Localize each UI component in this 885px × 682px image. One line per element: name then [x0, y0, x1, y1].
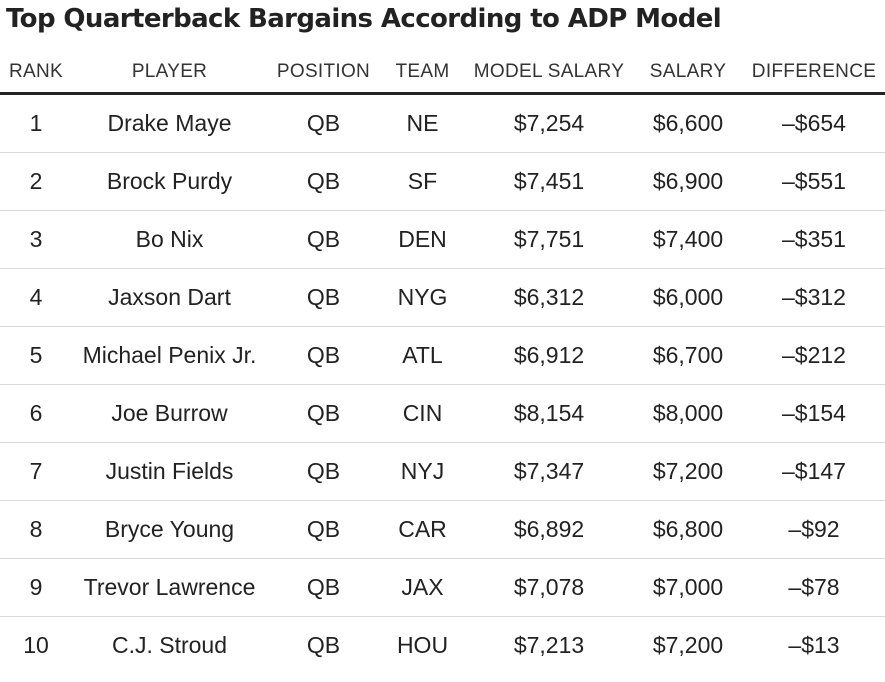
player-cell: Bo Nix	[72, 210, 267, 269]
column-header-team: TEAM	[380, 52, 465, 95]
table-row: 4 Jaxson Dart QB NYG $6,312 $6,000 –$312	[0, 268, 885, 327]
model-salary-cell: $7,451	[465, 152, 633, 211]
team-cell: CAR	[380, 500, 465, 559]
model-salary-cell: $8,154	[465, 384, 633, 443]
position-cell: QB	[267, 210, 380, 269]
team-cell: JAX	[380, 558, 465, 617]
salary-cell: $8,000	[633, 384, 743, 443]
rank-cell: 2	[0, 152, 72, 211]
rank-cell: 10	[23, 632, 49, 658]
salary-cell: $7,200	[633, 442, 743, 501]
table-row: 9 Trevor Lawrence QB JAX $7,078 $7,000 –$78	[0, 558, 885, 617]
team-cell: NE	[380, 93, 465, 153]
difference-cell: –$92	[743, 500, 885, 559]
salary-cell: $7,200	[652, 632, 724, 658]
table-row: 2 Brock Purdy QB SF $7,451 $6,900 –$551	[0, 152, 885, 211]
difference-cell: –$13	[788, 632, 840, 658]
player-cell: Jaxson Dart	[72, 268, 267, 327]
model-salary-cell: $7,751	[465, 210, 633, 269]
difference-cell: –$147	[743, 442, 885, 501]
chart-title: Top Quarterback Bargains According to AD…	[6, 4, 722, 34]
position-cell: QB	[267, 268, 380, 327]
player-cell: Drake Maye	[72, 93, 267, 153]
team-cell: NYG	[380, 268, 465, 327]
position-cell: QB	[267, 152, 380, 211]
column-header-position: POSITION	[267, 52, 380, 95]
position-cell: QB	[267, 384, 380, 443]
rank-cell: 4	[0, 268, 72, 327]
rank-cell: 8	[0, 500, 72, 559]
salary-cell: $6,900	[633, 152, 743, 211]
rank-cell: 7	[0, 442, 72, 501]
table-row: 7 Justin Fields QB NYJ $7,347 $7,200 –$147	[0, 442, 885, 501]
model-salary-cell: $6,312	[465, 268, 633, 327]
salary-cell: $6,800	[633, 500, 743, 559]
player-cell: Joe Burrow	[72, 384, 267, 443]
difference-cell: –$654	[743, 93, 885, 153]
team-cell: ATL	[380, 326, 465, 385]
position-cell: QB	[267, 558, 380, 617]
model-salary-cell: $6,892	[465, 500, 633, 559]
rank-cell: 1	[0, 93, 72, 153]
difference-cell: –$154	[743, 384, 885, 443]
column-header-rank: RANK	[0, 52, 72, 95]
difference-cell: –$212	[743, 326, 885, 385]
header-row: RANK PLAYER POSITION TEAM MODEL SALARY S…	[0, 52, 885, 95]
salary-cell: $6,600	[633, 93, 743, 153]
model-salary-cell: $7,254	[465, 93, 633, 153]
rank-cell: 6	[0, 384, 72, 443]
table-row: 8 Bryce Young QB CAR $6,892 $6,800 –$92	[0, 500, 885, 559]
model-salary-cell: $7,347	[465, 442, 633, 501]
salary-cell: $6,000	[633, 268, 743, 327]
player-cell: Trevor Lawrence	[72, 558, 267, 617]
position-cell: QB	[306, 632, 341, 658]
table-row: 1 Drake Maye QB NE $7,254 $6,600 –$654	[0, 93, 885, 153]
bargains-table: RANK PLAYER POSITION TEAM MODEL SALARY S…	[0, 52, 885, 674]
column-header-salary: SALARY	[633, 52, 743, 95]
difference-cell: –$312	[743, 268, 885, 327]
salary-cell: $6,700	[633, 326, 743, 385]
team-cell: DEN	[380, 210, 465, 269]
column-header-difference: DIFFERENCE	[743, 52, 885, 95]
difference-cell: –$551	[743, 152, 885, 211]
column-header-player: PLAYER	[72, 52, 267, 95]
player-cell: Brock Purdy	[72, 152, 267, 211]
team-cell: SF	[380, 152, 465, 211]
table-row: 3 Bo Nix QB DEN $7,751 $7,400 –$351	[0, 210, 885, 269]
model-salary-cell: $7,078	[465, 558, 633, 617]
salary-cell: $7,400	[633, 210, 743, 269]
player-cell: Michael Penix Jr.	[72, 326, 267, 385]
rank-cell: 5	[0, 326, 72, 385]
table-row: 5 Michael Penix Jr. QB ATL $6,912 $6,700 –$212	[0, 326, 885, 385]
model-salary-cell: $7,213	[513, 632, 585, 658]
team-cell: HOU	[396, 632, 449, 658]
position-cell: QB	[267, 442, 380, 501]
salary-cell: $7,000	[633, 558, 743, 617]
player-cell: Bryce Young	[72, 500, 267, 559]
team-cell: CIN	[380, 384, 465, 443]
player-cell: Justin Fields	[72, 442, 267, 501]
team-cell: NYJ	[380, 442, 465, 501]
position-cell: QB	[267, 500, 380, 559]
table-row: 10 C.J. Stroud QB HOU $7,213 $7,200 –$13	[0, 617, 885, 675]
table-row: 6 Joe Burrow QB CIN $8,154 $8,000 –$154	[0, 384, 885, 443]
position-cell: QB	[267, 326, 380, 385]
difference-cell: –$78	[743, 558, 885, 617]
table-body: 1 Drake Maye QB NE $7,254 $6,600 –$654 2 Brock P…	[0, 93, 885, 675]
position-cell: QB	[267, 93, 380, 153]
player-cell: C.J. Stroud	[111, 632, 228, 658]
model-salary-cell: $6,912	[465, 326, 633, 385]
difference-cell: –$351	[743, 210, 885, 269]
column-header-model-salary: MODEL SALARY	[465, 52, 633, 95]
rank-cell: 3	[0, 210, 72, 269]
rank-cell: 9	[0, 558, 72, 617]
